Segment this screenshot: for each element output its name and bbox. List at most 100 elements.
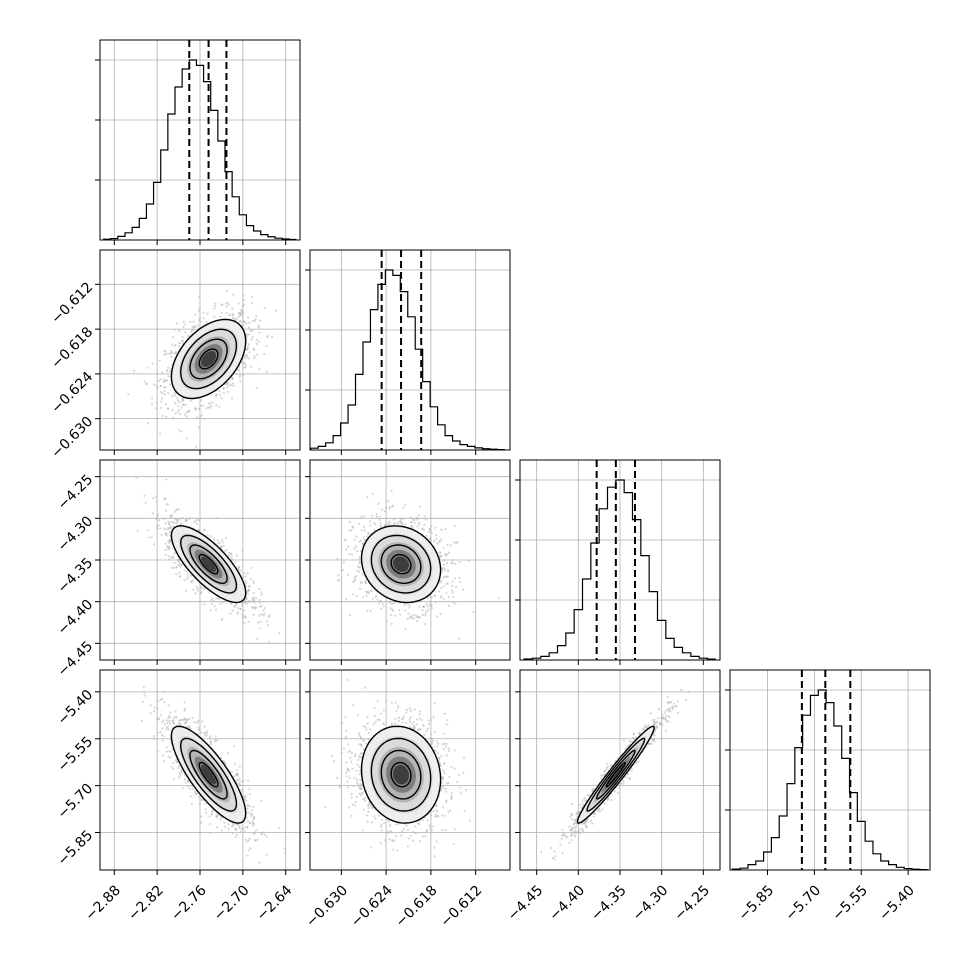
sample-point <box>188 517 191 520</box>
sample-point <box>200 587 203 590</box>
sample-point <box>215 516 218 520</box>
sample-point <box>442 563 446 566</box>
sample-point <box>252 580 255 583</box>
sample-point <box>176 411 179 414</box>
sample-point <box>196 522 199 525</box>
sample-point <box>167 717 170 720</box>
sample-point <box>179 413 182 416</box>
sample-point <box>349 614 352 617</box>
sample-point <box>254 596 258 600</box>
sample-point <box>245 585 248 588</box>
sample-point <box>427 608 430 611</box>
sample-point <box>357 522 361 525</box>
sample-point <box>241 314 244 317</box>
sample-point <box>169 711 172 714</box>
sample-point <box>408 606 411 609</box>
sample-point <box>135 476 138 479</box>
sample-point <box>365 590 368 593</box>
sample-point <box>382 605 385 608</box>
sample-point <box>243 366 246 369</box>
sample-point <box>180 406 183 409</box>
sample-point <box>258 601 262 604</box>
sample-point <box>246 316 250 319</box>
sample-point <box>164 522 167 525</box>
sample-point <box>412 617 416 620</box>
sample-point <box>251 301 254 304</box>
sample-point <box>198 319 201 322</box>
sample-point <box>358 566 361 569</box>
sample-point <box>218 598 221 601</box>
sample-point <box>378 515 382 518</box>
sample-point <box>425 610 428 613</box>
sample-point <box>178 571 181 574</box>
sample-point <box>406 617 409 620</box>
sample-point <box>418 521 421 524</box>
sample-point <box>151 512 154 515</box>
sample-point <box>183 701 186 704</box>
sample-point <box>164 553 167 557</box>
sample-point <box>168 539 171 542</box>
sample-point <box>254 314 258 317</box>
sample-point <box>215 395 218 398</box>
sample-point <box>155 500 158 503</box>
sample-point <box>161 721 164 724</box>
sample-point <box>157 379 161 383</box>
sample-point <box>188 409 191 412</box>
sample-point <box>265 835 268 838</box>
sample-point <box>171 416 175 420</box>
sample-point <box>167 520 170 523</box>
sample-point <box>164 542 167 546</box>
sample-point <box>215 597 219 600</box>
sample-point <box>210 404 213 408</box>
sample-point <box>447 595 451 599</box>
sample-point <box>184 331 187 334</box>
sample-point <box>243 826 246 830</box>
sample-point <box>162 349 166 352</box>
sample-point <box>416 518 419 521</box>
sample-point <box>453 541 456 544</box>
sample-point <box>444 527 447 531</box>
sample-point <box>161 371 164 374</box>
sample-point <box>189 574 192 577</box>
sample-point <box>235 554 239 557</box>
sample-point <box>202 529 206 532</box>
sample-point <box>153 709 156 713</box>
sample-point <box>399 613 402 616</box>
sample-point <box>245 334 249 337</box>
sample-point <box>242 780 245 783</box>
sample-point <box>443 575 447 578</box>
sample-point <box>370 589 373 592</box>
contour-line-3 <box>198 348 219 370</box>
sample-point <box>220 311 223 315</box>
sample-point <box>253 357 256 360</box>
sample-point <box>239 313 242 316</box>
histogram-panel-0 <box>95 39 301 245</box>
sample-point <box>451 591 454 594</box>
panel-frame <box>309 249 511 451</box>
sample-point <box>155 525 159 528</box>
sample-point <box>208 406 212 409</box>
sample-point <box>160 400 163 403</box>
sample-point <box>164 386 168 389</box>
sample-point <box>207 590 210 593</box>
sample-point <box>225 386 229 389</box>
sample-point <box>388 507 391 510</box>
sample-point <box>240 789 243 792</box>
sample-point <box>252 582 255 585</box>
sample-point <box>242 323 245 327</box>
sample-point <box>178 429 181 432</box>
sample-point <box>422 528 426 531</box>
sample-point <box>156 707 159 710</box>
sample-point <box>176 508 179 511</box>
sample-point <box>423 622 427 626</box>
sample-point <box>438 581 442 584</box>
sample-point <box>218 393 221 396</box>
sample-point <box>242 312 245 315</box>
sample-point <box>228 313 232 316</box>
contour-line-2 <box>189 544 228 585</box>
sample-point <box>182 397 185 400</box>
sample-point <box>347 573 350 577</box>
sample-point <box>166 534 169 537</box>
sample-point <box>248 351 251 354</box>
